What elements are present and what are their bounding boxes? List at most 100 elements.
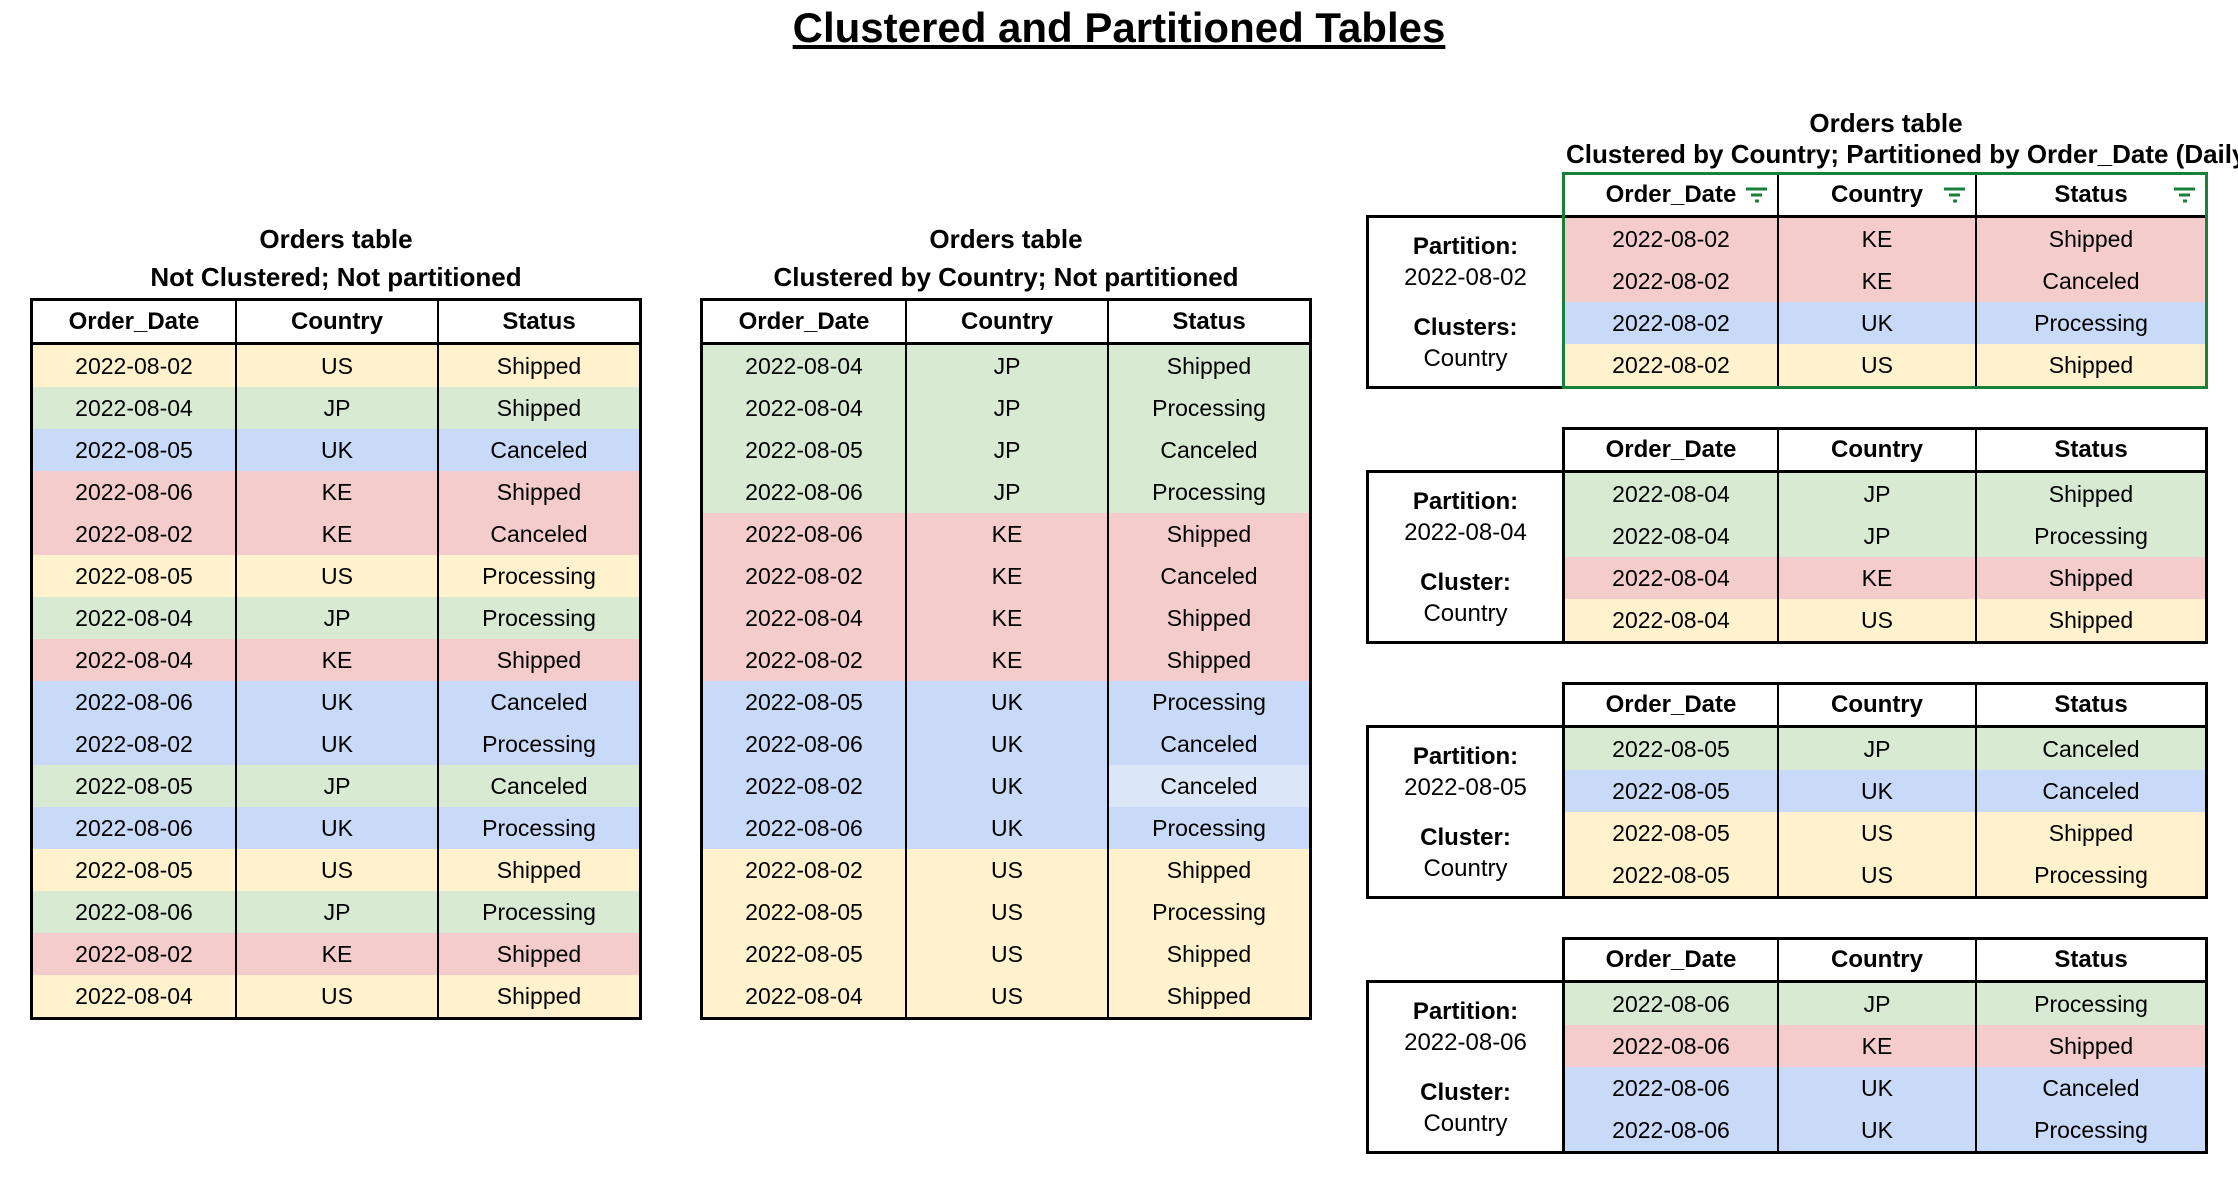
orders-table-not-clustered: Order_Date Country Status 2022-08-02 US Sh… bbox=[30, 298, 642, 1020]
cell-order-date: 2022-08-04 bbox=[703, 345, 905, 387]
table-row: 2022-08-02 KE Shipped bbox=[703, 639, 1309, 681]
middle-table-subtitle: Clustered by Country; Not partitioned bbox=[773, 262, 1239, 292]
table-row: 2022-08-06 KE Shipped bbox=[1565, 1025, 2205, 1067]
partition-label-cell: Partition: 2022-08-04 Cluster: Country bbox=[1366, 470, 1562, 644]
filter-icon[interactable] bbox=[1941, 185, 1968, 206]
cell-country: UK bbox=[905, 723, 1107, 765]
cell-status: Processing bbox=[1107, 387, 1309, 429]
partition-id-group: Partition: 2022-08-02 bbox=[1404, 231, 1527, 293]
cell-status: Processing bbox=[437, 723, 639, 765]
table-row: 2022-08-06 JP Processing bbox=[33, 891, 639, 933]
cell-country: UK bbox=[235, 429, 437, 471]
cell-order-date: 2022-08-06 bbox=[33, 681, 235, 723]
cell-status: Processing bbox=[437, 807, 639, 849]
partition-id-group: Partition: 2022-08-05 bbox=[1404, 741, 1527, 803]
cell-country: US bbox=[905, 975, 1107, 1017]
cell-country: UK bbox=[1777, 1109, 1975, 1151]
cell-status: Shipped bbox=[437, 639, 639, 681]
cell-country: JP bbox=[1777, 728, 1975, 770]
cell-status: Processing bbox=[1107, 681, 1309, 723]
cluster-value: Country bbox=[1423, 854, 1508, 882]
left-table-subtitle: Not Clustered; Not partitioned bbox=[150, 262, 522, 292]
column-header-order-date: Order_Date bbox=[1565, 940, 1777, 983]
cluster-value: Country bbox=[1423, 599, 1508, 627]
cell-country: UK bbox=[905, 807, 1107, 849]
cell-country: JP bbox=[1777, 473, 1975, 515]
partition-label: Partition: bbox=[1412, 742, 1519, 770]
cluster-id-group: Clusters: Country bbox=[1413, 312, 1517, 374]
cell-order-date: 2022-08-02 bbox=[1565, 344, 1777, 386]
table-row: 2022-08-04 JP Shipped bbox=[1565, 473, 2205, 515]
cell-status: Shipped bbox=[437, 849, 639, 891]
cell-status: Canceled bbox=[437, 513, 639, 555]
table-row: 2022-08-02 US Shipped bbox=[1565, 344, 2205, 386]
column-header-country: Country bbox=[1777, 175, 1975, 218]
column-header-order-date: Order_Date bbox=[1565, 175, 1777, 218]
filter-icon[interactable] bbox=[2171, 185, 2198, 206]
cell-order-date: 2022-08-02 bbox=[703, 765, 905, 807]
table-row: 2022-08-06 JP Processing bbox=[1565, 983, 2205, 1025]
cell-status: Shipped bbox=[1107, 597, 1309, 639]
cell-status: Processing bbox=[1107, 471, 1309, 513]
cluster-label: Cluster: bbox=[1420, 568, 1511, 596]
table-row: 2022-08-04 JP Processing bbox=[1565, 515, 2205, 557]
cell-order-date: 2022-08-06 bbox=[1565, 1109, 1777, 1151]
cell-country: KE bbox=[1777, 218, 1975, 260]
partition-label: Partition: bbox=[1412, 487, 1519, 515]
cell-country: KE bbox=[235, 513, 437, 555]
cell-order-date: 2022-08-02 bbox=[703, 639, 905, 681]
cell-order-date: 2022-08-04 bbox=[1565, 557, 1777, 599]
cell-country: KE bbox=[1777, 1025, 1975, 1067]
cell-status: Processing bbox=[1107, 807, 1309, 849]
cell-order-date: 2022-08-06 bbox=[1565, 1025, 1777, 1067]
table-row: 2022-08-02 UK Canceled bbox=[703, 765, 1309, 807]
cell-country: US bbox=[905, 933, 1107, 975]
column-header-status: Status bbox=[1975, 175, 2205, 218]
table-row: 2022-08-05 US Shipped bbox=[703, 933, 1309, 975]
cell-country: UK bbox=[1777, 770, 1975, 812]
section-clustered: Orders table Clustered by Country; Not p… bbox=[700, 220, 1312, 1020]
cell-order-date: 2022-08-06 bbox=[33, 807, 235, 849]
cluster-label: Cluster: bbox=[1420, 1078, 1511, 1106]
table-row: 2022-08-02 KE Shipped bbox=[33, 933, 639, 975]
cell-country: JP bbox=[235, 387, 437, 429]
cell-country: JP bbox=[1777, 515, 1975, 557]
partition-value: 2022-08-02 bbox=[1404, 263, 1527, 291]
cell-order-date: 2022-08-05 bbox=[703, 891, 905, 933]
partition-table: Order_Date Country Status 2022-08-06 JP Pr… bbox=[1562, 937, 2208, 1154]
cell-order-date: 2022-08-05 bbox=[703, 681, 905, 723]
table-row: 2022-08-05 JP Canceled bbox=[703, 429, 1309, 471]
cell-country: KE bbox=[905, 555, 1107, 597]
page-title: Clustered and Partitioned Tables bbox=[792, 4, 1446, 51]
table-row: 2022-08-06 UK Processing bbox=[703, 807, 1309, 849]
cluster-label: Cluster: bbox=[1420, 823, 1511, 851]
cell-status: Processing bbox=[1107, 891, 1309, 933]
cell-order-date: 2022-08-05 bbox=[703, 429, 905, 471]
cell-country: JP bbox=[905, 429, 1107, 471]
cell-order-date: 2022-08-06 bbox=[703, 807, 905, 849]
cell-status: Shipped bbox=[437, 933, 639, 975]
table-row: 2022-08-05 US Shipped bbox=[1565, 812, 2205, 854]
partition-block: Partition: 2022-08-05 Cluster: Country O… bbox=[1366, 682, 2208, 899]
cell-status: Canceled bbox=[1107, 429, 1309, 471]
partition-value: 2022-08-06 bbox=[1404, 1028, 1527, 1056]
cell-country: UK bbox=[235, 681, 437, 723]
cell-country: JP bbox=[905, 345, 1107, 387]
partition-label: Partition: bbox=[1412, 997, 1519, 1025]
table-row: 2022-08-05 UK Canceled bbox=[33, 429, 639, 471]
header-row: Order_Date Country Status bbox=[1565, 685, 2205, 728]
cell-status: Shipped bbox=[1975, 1025, 2205, 1067]
cell-status: Shipped bbox=[437, 975, 639, 1017]
cell-order-date: 2022-08-05 bbox=[33, 765, 235, 807]
cell-country: JP bbox=[235, 765, 437, 807]
filter-icon[interactable] bbox=[1743, 185, 1770, 206]
cell-status: Processing bbox=[1975, 983, 2205, 1025]
column-header-order-date: Order_Date bbox=[33, 301, 235, 345]
partition-value: 2022-08-04 bbox=[1404, 518, 1527, 546]
column-header-country: Country bbox=[1777, 430, 1975, 473]
cell-order-date: 2022-08-04 bbox=[1565, 599, 1777, 641]
right-table-title: Orders table bbox=[1809, 108, 1963, 138]
cell-country: UK bbox=[905, 681, 1107, 723]
partition-table: Order_Date Country Status 2022-08-04 JP Sh… bbox=[1562, 427, 2208, 644]
middle-table-title: Orders table bbox=[929, 224, 1083, 254]
